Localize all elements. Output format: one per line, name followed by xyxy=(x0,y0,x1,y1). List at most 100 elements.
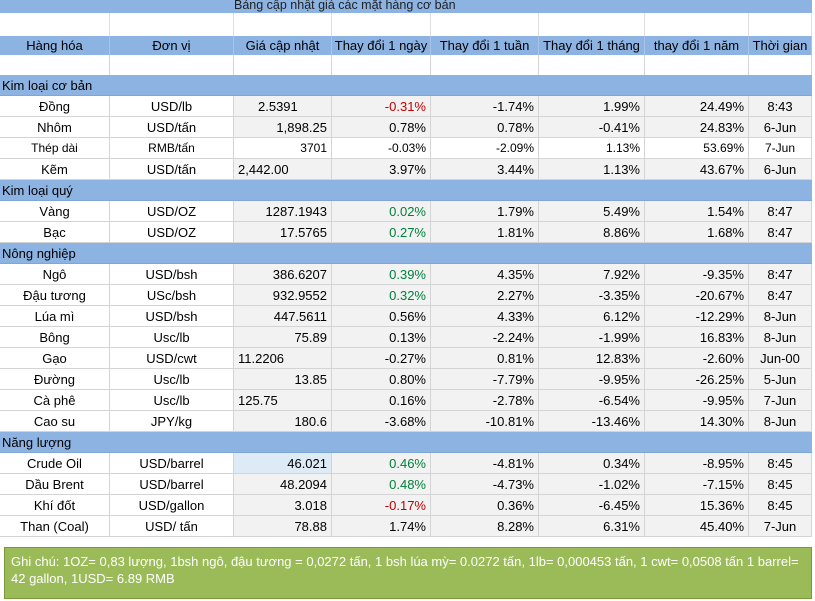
unit-cell[interactable]: USD/bsh xyxy=(110,306,234,327)
change-week-cell[interactable]: 4.33% xyxy=(431,306,539,327)
blank-cell[interactable] xyxy=(332,55,431,75)
change-day-cell[interactable]: 0.48% xyxy=(332,474,431,495)
change-year-cell[interactable]: 15.36% xyxy=(645,495,749,516)
blank-cell[interactable] xyxy=(749,55,812,75)
price-cell[interactable]: 1,898.25 xyxy=(234,117,332,138)
time-cell[interactable]: 6-Jun xyxy=(749,159,812,180)
header-change-day[interactable]: Thay đổi 1 ngày xyxy=(332,36,431,55)
time-cell[interactable]: 6-Jun xyxy=(749,117,812,138)
time-cell[interactable]: 8:43 xyxy=(749,96,812,117)
price-cell[interactable]: 13.85 xyxy=(234,369,332,390)
price-cell[interactable]: 932.9552 xyxy=(234,285,332,306)
change-month-cell[interactable]: 6.31% xyxy=(539,516,645,537)
header-time[interactable]: Thời gian xyxy=(749,36,812,55)
change-week-cell[interactable]: -4.73% xyxy=(431,474,539,495)
change-year-cell[interactable]: -7.15% xyxy=(645,474,749,495)
time-cell[interactable]: 8-Jun xyxy=(749,411,812,432)
price-cell[interactable]: 75.89 xyxy=(234,327,332,348)
change-day-cell[interactable]: 0.78% xyxy=(332,117,431,138)
commodity-cell[interactable]: Dầu Brent xyxy=(0,474,110,495)
change-year-cell[interactable]: -9.95% xyxy=(645,390,749,411)
commodity-cell[interactable]: Than (Coal) xyxy=(0,516,110,537)
time-cell[interactable]: 8:45 xyxy=(749,495,812,516)
change-week-cell[interactable]: -4.81% xyxy=(431,453,539,474)
change-day-cell[interactable]: 0.32% xyxy=(332,285,431,306)
unit-cell[interactable]: USD/barrel xyxy=(110,453,234,474)
commodity-cell[interactable]: Bạc xyxy=(0,222,110,243)
change-day-cell[interactable]: -3.68% xyxy=(332,411,431,432)
time-cell[interactable]: 8:47 xyxy=(749,222,812,243)
time-cell[interactable]: Jun-00 xyxy=(749,348,812,369)
change-day-cell[interactable]: 1.74% xyxy=(332,516,431,537)
unit-cell[interactable]: USD/cwt xyxy=(110,348,234,369)
change-day-cell[interactable]: -0.31% xyxy=(332,96,431,117)
change-month-cell[interactable]: -9.95% xyxy=(539,369,645,390)
price-cell[interactable]: 2,442.00 xyxy=(234,159,332,180)
blank-cell[interactable] xyxy=(749,13,812,36)
change-month-cell[interactable]: 1.13% xyxy=(539,138,645,159)
price-cell[interactable]: 125.75 xyxy=(234,390,332,411)
time-cell[interactable]: 8:47 xyxy=(749,201,812,222)
unit-cell[interactable]: USc/bsh xyxy=(110,285,234,306)
price-cell[interactable]: 78.88 xyxy=(234,516,332,537)
price-cell[interactable]: 180.6 xyxy=(234,411,332,432)
change-month-cell[interactable]: -1.02% xyxy=(539,474,645,495)
blank-cell[interactable] xyxy=(431,55,539,75)
price-cell[interactable]: 46.021 xyxy=(234,453,332,474)
change-month-cell[interactable]: -3.35% xyxy=(539,285,645,306)
change-month-cell[interactable]: -6.45% xyxy=(539,495,645,516)
change-week-cell[interactable]: 0.36% xyxy=(431,495,539,516)
change-week-cell[interactable]: -2.78% xyxy=(431,390,539,411)
change-week-cell[interactable]: 2.27% xyxy=(431,285,539,306)
change-year-cell[interactable]: -8.95% xyxy=(645,453,749,474)
change-year-cell[interactable]: -26.25% xyxy=(645,369,749,390)
change-week-cell[interactable]: -7.79% xyxy=(431,369,539,390)
time-cell[interactable]: 7-Jun xyxy=(749,516,812,537)
change-week-cell[interactable]: -1.74% xyxy=(431,96,539,117)
time-cell[interactable]: 8:47 xyxy=(749,264,812,285)
change-month-cell[interactable]: -1.99% xyxy=(539,327,645,348)
change-year-cell[interactable]: -12.29% xyxy=(645,306,749,327)
time-cell[interactable]: 8-Jun xyxy=(749,306,812,327)
time-cell[interactable]: 7-Jun xyxy=(749,138,812,159)
change-day-cell[interactable]: 0.56% xyxy=(332,306,431,327)
change-week-cell[interactable]: 0.81% xyxy=(431,348,539,369)
commodity-cell[interactable]: Đường xyxy=(0,369,110,390)
blank-cell[interactable] xyxy=(539,55,645,75)
unit-cell[interactable]: USD/gallon xyxy=(110,495,234,516)
commodity-cell[interactable]: Nhôm xyxy=(0,117,110,138)
change-week-cell[interactable]: 0.78% xyxy=(431,117,539,138)
change-week-cell[interactable]: 3.44% xyxy=(431,159,539,180)
change-week-cell[interactable]: 1.81% xyxy=(431,222,539,243)
change-month-cell[interactable]: -6.54% xyxy=(539,390,645,411)
blank-cell[interactable] xyxy=(539,13,645,36)
price-cell[interactable]: 2.5391 xyxy=(234,96,332,117)
change-year-cell[interactable]: 1.68% xyxy=(645,222,749,243)
blank-cell[interactable] xyxy=(645,55,749,75)
price-cell[interactable]: 447.5611 xyxy=(234,306,332,327)
change-day-cell[interactable]: 0.46% xyxy=(332,453,431,474)
change-week-cell[interactable]: -2.24% xyxy=(431,327,539,348)
unit-cell[interactable]: RMB/tấn xyxy=(110,138,234,159)
commodity-cell[interactable]: Lúa mì xyxy=(0,306,110,327)
change-year-cell[interactable]: 24.49% xyxy=(645,96,749,117)
commodity-cell[interactable]: Ngô xyxy=(0,264,110,285)
change-year-cell[interactable]: 43.67% xyxy=(645,159,749,180)
price-cell[interactable]: 3701 xyxy=(234,138,332,159)
commodity-cell[interactable]: Gạo xyxy=(0,348,110,369)
change-month-cell[interactable]: -0.41% xyxy=(539,117,645,138)
blank-cell[interactable] xyxy=(0,55,110,75)
change-month-cell[interactable]: 0.34% xyxy=(539,453,645,474)
commodity-cell[interactable]: Kẽm xyxy=(0,159,110,180)
header-change-month[interactable]: Thay đổi 1 tháng xyxy=(539,36,645,55)
commodity-cell[interactable]: Đậu tương xyxy=(0,285,110,306)
blank-cell[interactable] xyxy=(234,13,332,36)
change-day-cell[interactable]: -0.17% xyxy=(332,495,431,516)
change-week-cell[interactable]: -10.81% xyxy=(431,411,539,432)
blank-cell[interactable] xyxy=(0,13,110,36)
change-year-cell[interactable]: -2.60% xyxy=(645,348,749,369)
change-month-cell[interactable]: 5.49% xyxy=(539,201,645,222)
change-year-cell[interactable]: -20.67% xyxy=(645,285,749,306)
change-day-cell[interactable]: 3.97% xyxy=(332,159,431,180)
change-year-cell[interactable]: -9.35% xyxy=(645,264,749,285)
